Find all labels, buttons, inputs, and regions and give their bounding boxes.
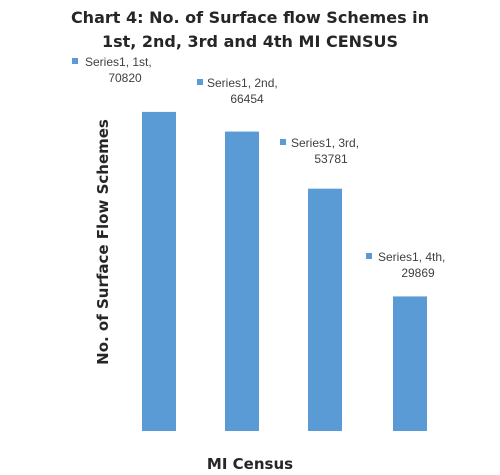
data-label-marker-3rd [280, 139, 286, 145]
data-label-series-1st: Series1, 1st, [85, 55, 152, 69]
data-label-value-4th: 29869 [401, 266, 435, 280]
x-axis-label: MI Census [206, 455, 294, 473]
bar-3rd [308, 188, 342, 431]
data-label-series-2nd: Series1, 2nd, [207, 76, 278, 90]
data-label-value-1st: 70820 [108, 71, 142, 85]
bar-2nd [225, 131, 259, 431]
chart-title-line-2: 1st, 2nd, 3rd and 4th MI CENSUS [101, 32, 399, 51]
chart-title-line-1: Chart 4: No. of Surface flow Schemes in [70, 8, 430, 27]
data-label-series-4th: Series1, 4th, [378, 250, 445, 264]
bar-1st [142, 111, 176, 432]
data-label-value-2nd: 66454 [230, 92, 264, 106]
chart-title: Chart 4: No. of Surface flow Schemes in … [40, 6, 460, 54]
data-label-marker-2nd [197, 79, 203, 85]
data-label-value-3rd: 53781 [314, 152, 348, 166]
data-label-marker-4th [366, 253, 372, 259]
data-label-series-3rd: Series1, 3rd, [291, 136, 359, 150]
data-label-marker-1st [72, 58, 78, 64]
bar-4th [393, 296, 427, 431]
